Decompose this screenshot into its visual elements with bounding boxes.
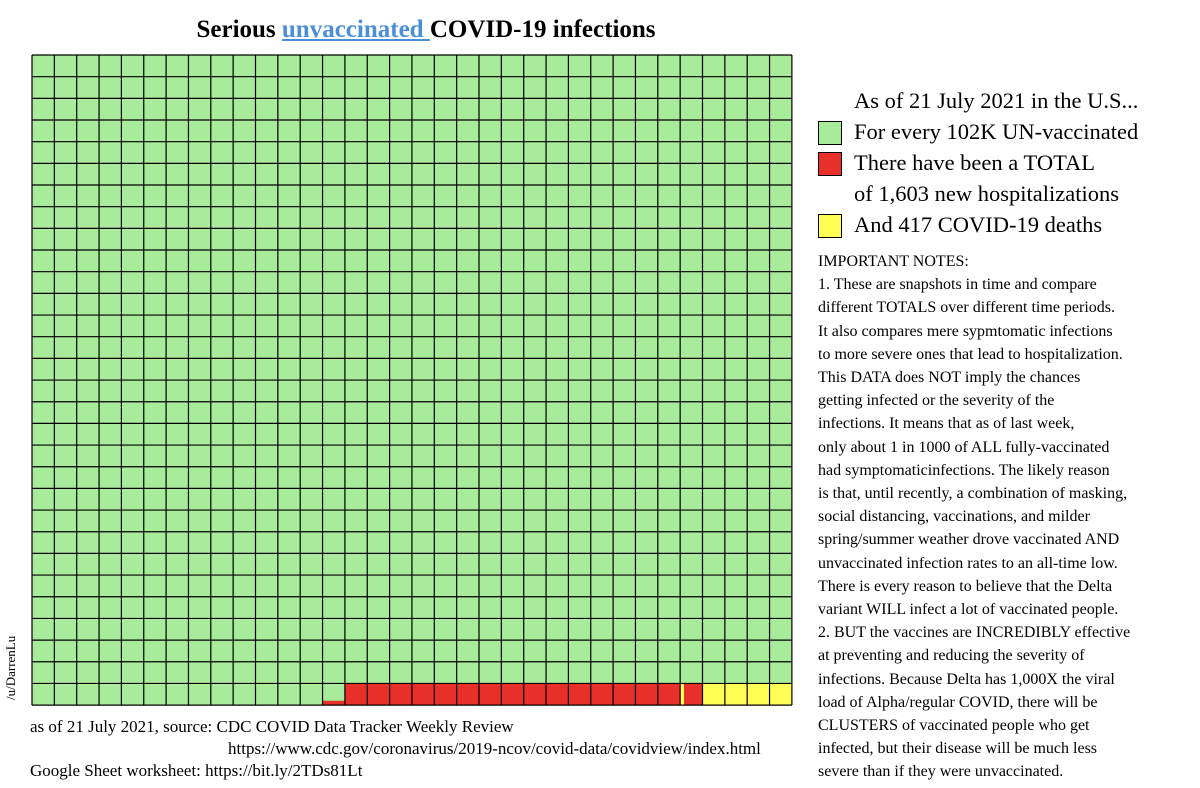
legend-label: of 1,603 new hospitalizations <box>854 181 1119 206</box>
hospitalization-cell <box>546 683 569 706</box>
worksheet-link: Google Sheet worksheet: https://bit.ly/2… <box>30 761 363 780</box>
note-line: unvaccinated infection rates to an all-t… <box>818 554 1118 572</box>
hospitalization-cell-partial <box>322 700 345 706</box>
death-cell <box>747 683 770 706</box>
note-line: spring/summer weather drove vaccinated A… <box>818 531 1120 549</box>
legend-label: For every 102K UN-vaccinated <box>854 119 1139 144</box>
death-cell <box>702 683 725 706</box>
death-cell <box>724 683 748 706</box>
death-cell <box>769 683 792 706</box>
waffle-gridlines <box>31 54 793 706</box>
legend-label: And 417 COVID-19 deaths <box>854 212 1103 237</box>
note-line: is that, until recently, a combination o… <box>818 485 1128 503</box>
hospitalization-cell <box>389 683 412 706</box>
author-watermark: /u/DarrenLu <box>3 635 18 700</box>
note-line: 2. BUT the vaccines are INCREDIBLY effec… <box>818 624 1131 642</box>
note-line: load of Alpha/regular COVID, there will … <box>818 693 1098 711</box>
title-highlight: unvaccinated <box>281 16 430 43</box>
hospitalization-cell <box>613 683 636 706</box>
legend-item-unvaccinated: For every 102K UN-vaccinated <box>818 117 1188 147</box>
source-line: as of 21 July 2021, source: CDC COVID Da… <box>30 717 514 736</box>
note-line: had symptomaticinfections. The likely re… <box>818 461 1110 479</box>
note-line: severe than if they were unvaccinated. <box>818 763 1064 781</box>
legend-header: As of 21 July 2021 in the U.S... <box>854 88 1139 113</box>
hospitalization-cell <box>680 683 703 706</box>
hospitalization-cell <box>568 683 591 706</box>
chart-title: Serious unvaccinated COVID-19 infections <box>0 16 852 44</box>
legend-swatch-green <box>818 121 842 145</box>
title-suffix: COVID-19 infections <box>429 16 656 43</box>
note-line: IMPORTANT NOTES: <box>818 253 969 270</box>
note-line: infected, but their disease will be much… <box>818 740 1098 758</box>
waffle-chart <box>31 54 793 706</box>
hospitalization-cell <box>344 683 368 706</box>
legend-header-row: As of 21 July 2021 in the U.S... <box>818 86 1188 116</box>
source-url: https://www.cdc.gov/coronavirus/2019-nco… <box>228 739 761 758</box>
note-line: getting infected or the severity of the <box>818 392 1055 410</box>
hospitalization-cell <box>501 683 524 706</box>
title-prefix: Serious <box>196 16 282 43</box>
hospitalization-cell <box>456 683 479 706</box>
hospitalization-cell <box>657 683 681 706</box>
legend-swatch-red <box>818 152 842 176</box>
note-line: CLUSTERS of vaccinated people who get <box>818 717 1090 735</box>
note-line: different TOTALS over different time per… <box>818 299 1116 317</box>
important-notes: IMPORTANT NOTES: 1. These are snapshots i… <box>818 250 1196 784</box>
hospitalization-cell <box>635 683 658 706</box>
note-line: This DATA does NOT imply the chances <box>818 369 1081 387</box>
hospitalization-cell <box>523 683 547 706</box>
note-line: It also compares mere sypmtomatic infect… <box>818 322 1113 340</box>
note-line: social distancing, vaccinations, and mil… <box>818 508 1090 526</box>
legend-item-deaths: And 417 COVID-19 deaths <box>818 210 1188 240</box>
note-line: at preventing and reducing the severity … <box>818 647 1085 665</box>
note-line: only about 1 in 1000 of ALL fully-vaccin… <box>818 438 1110 456</box>
note-line: infections. It means that as of last wee… <box>818 415 1075 433</box>
note-line: infections. Because Delta has 1,000X the… <box>818 670 1115 688</box>
hospitalization-cell <box>411 683 435 706</box>
legend-label: There have been a TOTAL <box>854 150 1096 175</box>
hospitalization-cell <box>434 683 457 706</box>
note-line: variant WILL infect a lot of vaccinated … <box>818 601 1119 619</box>
note-line: There is every reason to believe that th… <box>818 577 1113 595</box>
legend-item-hospitalizations: There have been a TOTAL <box>818 148 1188 178</box>
hospitalization-cell <box>590 683 614 706</box>
hospitalization-cell <box>367 683 390 706</box>
hospitalization-cell <box>479 683 502 706</box>
note-line: 1. These are snapshots in time and compa… <box>818 276 1097 294</box>
legend-swatch-yellow <box>818 214 842 238</box>
death-cell-partial <box>680 683 684 706</box>
legend-item-hospitalizations-count: of 1,603 new hospitalizations <box>818 179 1188 209</box>
note-line: to more severe ones that lead to hospita… <box>818 345 1123 363</box>
